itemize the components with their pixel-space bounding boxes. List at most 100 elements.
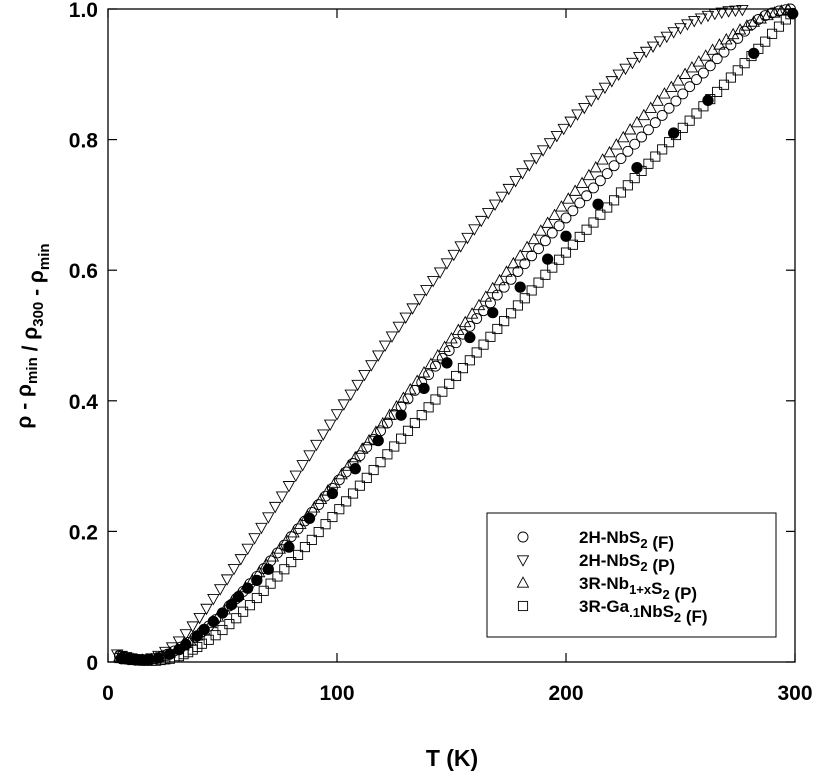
series-4-point-4 [143,653,155,666]
series-2-point-37 [349,450,362,463]
series-3-point-25 [244,600,256,611]
series-2-point-57 [486,281,499,294]
series-3-point-86 [664,137,675,148]
series-3-point-24 [238,606,249,617]
series-0-point-58 [498,281,510,293]
series-1-point-59 [502,183,516,196]
legend-marker-1 [516,555,530,567]
series-3-point-89 [684,115,695,126]
series-1-point-75 [612,69,625,82]
series-1-point-31 [310,439,323,452]
x-tick-label-3: 300 [777,682,812,705]
series-2-point-52 [452,323,465,335]
series-3-point-78 [609,195,620,206]
series-4-point-5 [152,652,165,664]
series-1-point-47 [420,285,433,297]
series-0-point-89 [711,53,723,65]
series-4-point-10 [198,623,210,635]
series-0-point-68 [567,205,579,217]
series-4-point-27 [487,306,499,319]
series-3-point-60 [485,331,496,342]
series-1-point-77 [626,57,639,70]
series-3-point-28 [265,578,276,589]
series-1-point-85 [681,19,694,31]
series-1-point-83 [667,27,680,39]
series-2-point-45 [404,382,417,395]
series-0-point-91 [725,39,737,51]
series-3-point-101 [767,28,778,39]
series-0-point-63 [533,243,544,255]
series-3-point-53 [437,386,448,397]
series-2-point-53 [458,315,472,328]
series-1-point-66 [550,131,564,143]
series-1-point-92 [729,5,742,18]
series-2-point-62 [520,240,534,252]
series-1-point-54 [468,224,481,236]
series-0-point-65 [546,227,558,239]
series-4-point-25 [441,357,453,369]
series-3-point-75 [588,217,599,228]
series-1-point-73 [598,82,612,95]
series-1-point-69 [571,109,584,121]
series-1-point-72 [591,89,605,101]
series-0-point-82 [663,102,675,114]
series-2-point-77 [623,123,637,135]
series-4-point-19 [303,512,316,524]
series-2-point-70 [575,176,589,189]
series-0-point-62 [526,250,538,262]
series-4-point-6 [164,648,176,660]
series-2-point-93 [733,23,747,35]
plot-frame [107,8,796,663]
series-3-point-56 [457,363,469,374]
series-3-point-96 [732,65,743,76]
series-1-point-81 [653,36,667,48]
series-4-point-21 [349,463,361,475]
series-2-point-41 [376,416,390,429]
series-3-point-54 [444,378,455,389]
series-0-point-73 [601,168,613,180]
series-0-point-69 [574,197,586,209]
series-0-point-38 [361,441,373,453]
series-1-point-18 [220,574,234,586]
series-2-point-42 [383,408,396,420]
series-1-point-84 [674,23,687,35]
series-1-point-58 [495,191,509,204]
series-0-point-93 [739,25,751,37]
series-1-point-89 [708,8,722,21]
series-3-point-88 [677,122,688,133]
series-3-point-55 [451,370,462,382]
series-3-point-27 [258,585,269,596]
series-3-point-35 [313,527,324,538]
series-0-point-47 [423,369,435,381]
series-2-point-88 [699,49,712,61]
series-1-point-55 [475,215,488,228]
series-0-point-85 [684,81,696,93]
series-1-point-74 [605,76,619,88]
series-4-point-24 [418,382,430,395]
series-4-point-26 [464,331,476,344]
series-1-point-40 [371,350,385,362]
series-1-point-49 [433,267,447,279]
series-2-point-65 [541,216,554,228]
series-3-point-84 [650,151,661,162]
series-3-point-83 [643,158,654,169]
series-3-point-59 [478,339,489,350]
series-1-point-38 [358,370,371,382]
series-1-point-45 [406,303,419,315]
series-4-point-30 [560,230,572,242]
series-1-point-25 [268,501,282,514]
legend-marker-3 [517,600,529,612]
legend-marker-0 [517,531,529,543]
series-3-point-50 [416,410,427,421]
series-2-point-85 [678,67,692,79]
series-4-point-22 [372,434,384,447]
series-1-point-88 [701,10,715,23]
series-2-point-71 [582,168,596,181]
series-3-point-43 [368,464,379,476]
series-2-point-61 [513,249,527,261]
series-2-point-35 [335,467,348,480]
series-1-point-64 [536,145,550,157]
series-3-point-36 [320,519,331,530]
series-0-point-80 [649,117,661,129]
series-3-point-46 [389,441,400,452]
